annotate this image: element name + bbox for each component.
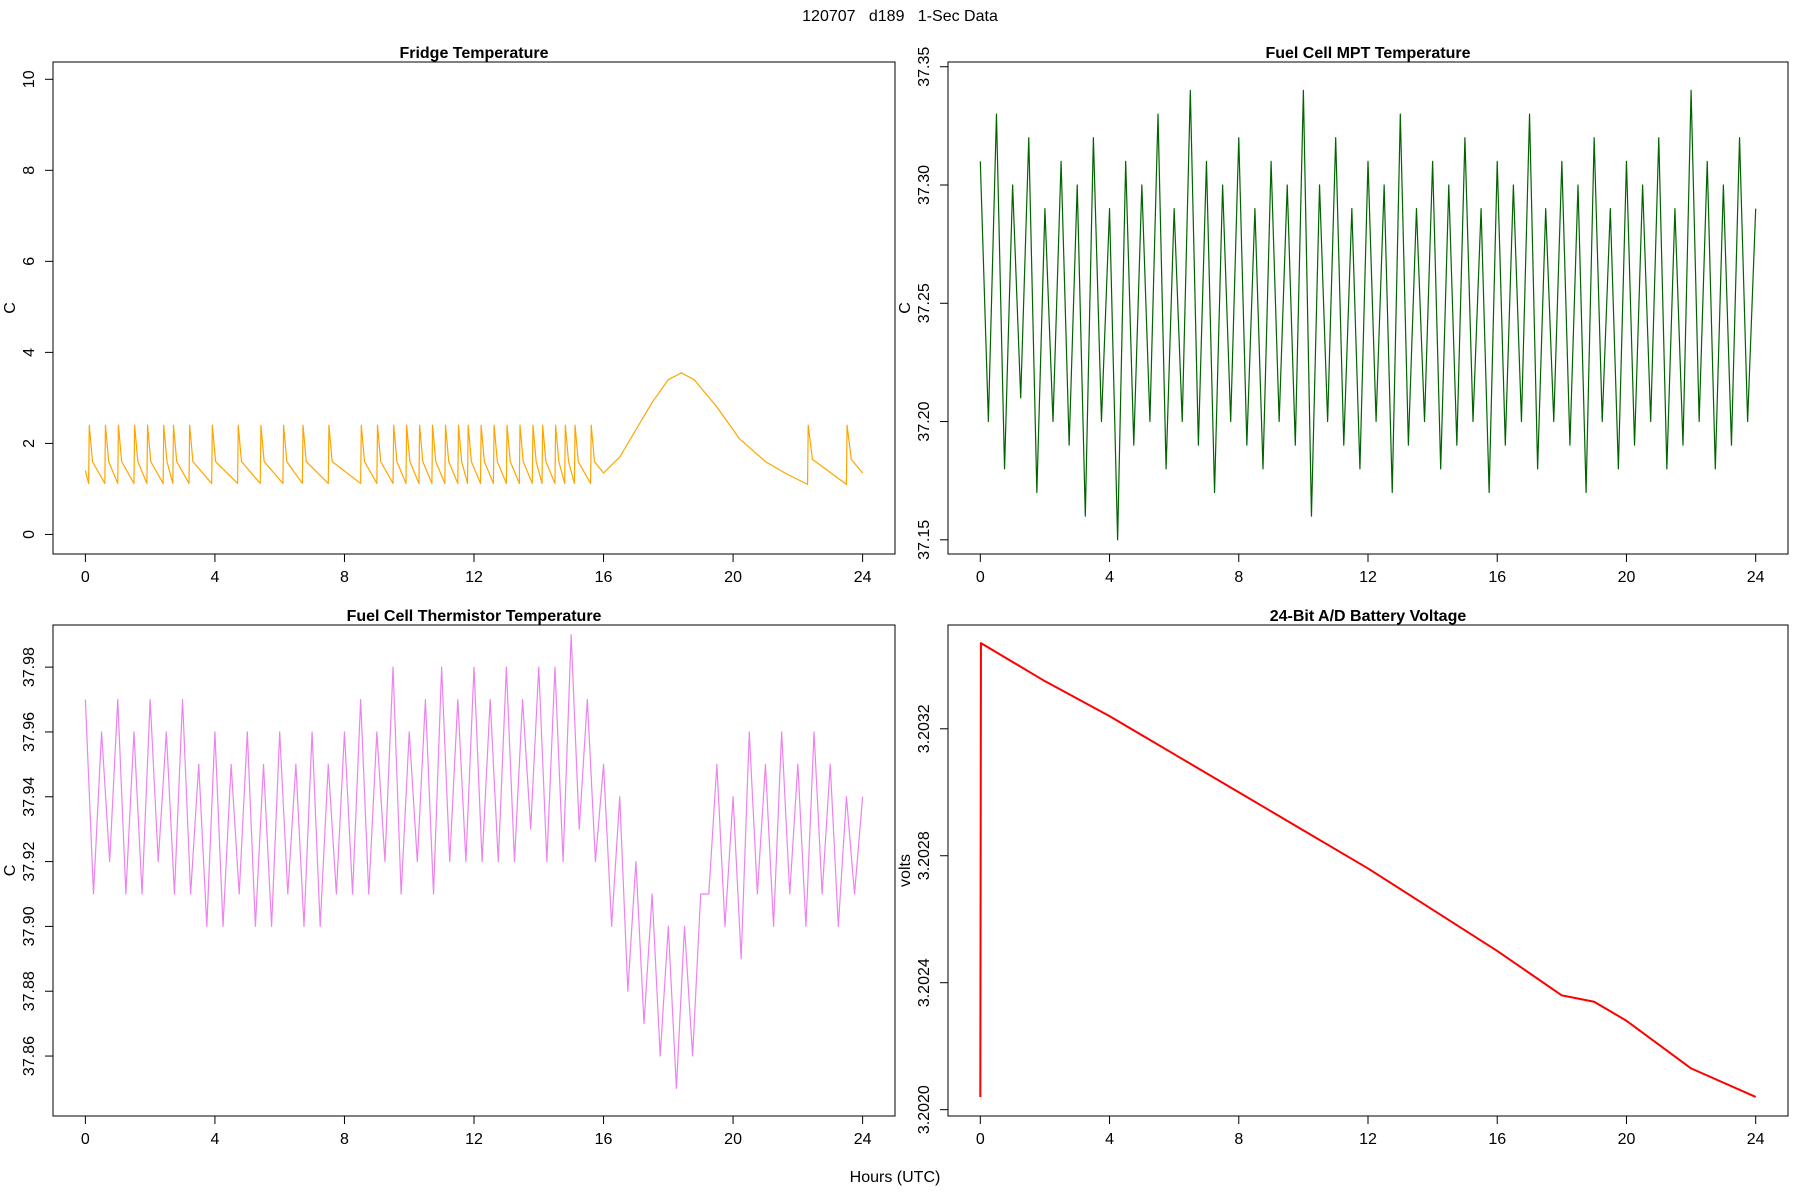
y-tick-label: 37.35 <box>916 47 933 87</box>
panel-title: Fuel Cell MPT Temperature <box>1265 45 1470 62</box>
y-tick-label: 37.20 <box>916 401 933 441</box>
y-tick-label: 37.90 <box>21 906 38 946</box>
x-tick-label: 8 <box>1234 1131 1243 1148</box>
y-axis-label: volts <box>897 854 914 887</box>
plot-frame <box>947 624 1789 1117</box>
y-tick-label: 37.25 <box>916 283 933 323</box>
plot-frame <box>52 624 896 1117</box>
y-axis-label: C <box>2 865 19 877</box>
x-tick-label: 16 <box>595 569 613 586</box>
x-tick-label: 24 <box>1747 569 1765 586</box>
x-tick-label: 8 <box>340 1131 349 1148</box>
y-tick-label: 3.2028 <box>916 831 933 880</box>
y-tick-label: 37.94 <box>21 777 38 817</box>
x-tick-label: 8 <box>1234 569 1243 586</box>
x-tick-label: 12 <box>1359 569 1377 586</box>
panel-title: 24-Bit A/D Battery Voltage <box>1270 608 1467 625</box>
x-axis-label: Hours (UTC) <box>850 1169 941 1186</box>
plot-frame <box>947 61 1789 555</box>
plot-frame <box>52 61 896 555</box>
y-tick-label: 37.88 <box>21 971 38 1011</box>
y-tick-label: 10 <box>21 70 38 88</box>
data-line <box>979 89 1757 541</box>
data-line <box>84 372 864 485</box>
x-tick-label: 4 <box>1105 569 1114 586</box>
x-tick-label: 20 <box>724 1131 742 1148</box>
y-tick-label: 37.96 <box>21 712 38 752</box>
x-tick-label: 16 <box>1488 1131 1506 1148</box>
x-tick-label: 24 <box>854 569 872 586</box>
x-tick-label: 4 <box>210 1131 219 1148</box>
x-tick-label: 0 <box>976 1131 985 1148</box>
x-tick-label: 4 <box>1105 1131 1114 1148</box>
x-tick-label: 0 <box>81 1131 90 1148</box>
y-tick-label: 37.30 <box>916 165 933 205</box>
x-tick-label: 16 <box>1488 569 1506 586</box>
x-tick-label: 4 <box>210 569 219 586</box>
y-tick-label: 37.92 <box>21 841 38 881</box>
x-tick-label: 8 <box>340 569 349 586</box>
y-tick-label: 2 <box>21 439 38 448</box>
x-tick-label: 20 <box>1618 569 1636 586</box>
x-tick-label: 20 <box>1618 1131 1636 1148</box>
data-line <box>84 634 864 1090</box>
x-tick-label: 24 <box>854 1131 872 1148</box>
y-tick-label: 6 <box>21 257 38 266</box>
data-line <box>979 642 1757 1098</box>
panel-title: Fridge Temperature <box>399 45 548 62</box>
y-tick-label: 37.15 <box>916 520 933 560</box>
y-axis-label: C <box>897 302 914 314</box>
page-title: 120707 d189 1-Sec Data <box>802 8 998 25</box>
x-tick-label: 16 <box>595 1131 613 1148</box>
y-tick-label: 3.2020 <box>916 1085 933 1134</box>
y-tick-label: 37.98 <box>21 647 38 687</box>
y-tick-label: 37.86 <box>21 1036 38 1076</box>
panel-title: Fuel Cell Thermistor Temperature <box>347 608 602 625</box>
y-tick-label: 3.2032 <box>916 704 933 753</box>
x-tick-label: 20 <box>724 569 742 586</box>
x-tick-label: 12 <box>465 1131 483 1148</box>
x-tick-label: 0 <box>976 569 985 586</box>
x-tick-label: 24 <box>1747 1131 1765 1148</box>
y-tick-label: 8 <box>21 166 38 175</box>
y-tick-label: 0 <box>21 530 38 539</box>
x-tick-label: 12 <box>465 569 483 586</box>
y-axis-label: C <box>2 302 19 314</box>
y-tick-label: 4 <box>21 348 38 357</box>
x-tick-label: 12 <box>1359 1131 1377 1148</box>
y-tick-label: 3.2024 <box>916 958 933 1007</box>
x-tick-label: 0 <box>81 569 90 586</box>
